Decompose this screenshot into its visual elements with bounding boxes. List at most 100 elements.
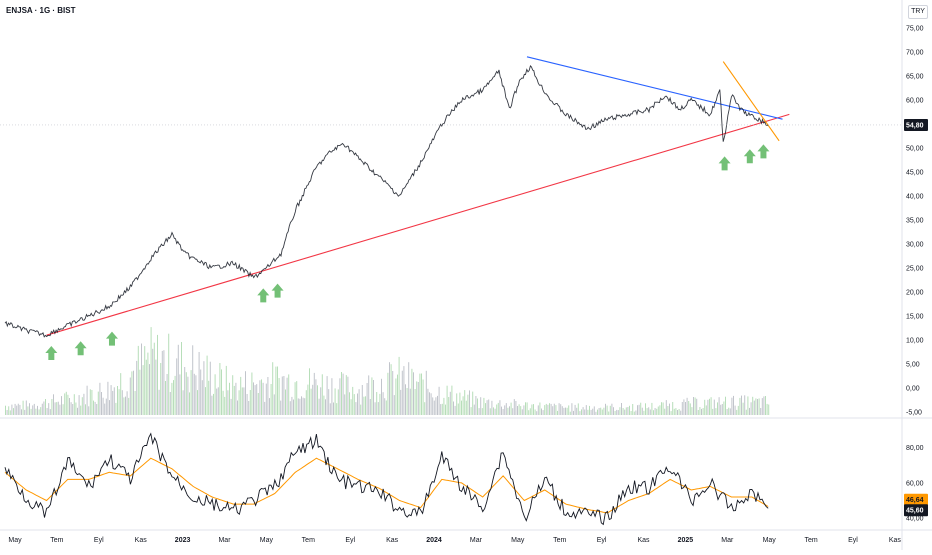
volume-bar [177, 344, 179, 415]
volume-bar [278, 378, 280, 415]
volume-bar [61, 396, 62, 415]
volume-bar [553, 403, 555, 415]
volume-bar [5, 405, 6, 415]
volume-bar [643, 410, 645, 415]
volume-bar [688, 401, 690, 415]
volume-bar [741, 395, 742, 415]
volume-bar [521, 409, 523, 415]
volume-bar [491, 400, 493, 415]
volume-bar [390, 364, 392, 415]
volume-bar [243, 387, 245, 415]
volume-bar [147, 352, 149, 415]
volume-bar [577, 403, 579, 415]
volume-bar [614, 411, 616, 415]
volume-bar [384, 398, 386, 415]
buy-arrow-icon [271, 283, 284, 298]
volume-bar [128, 397, 130, 415]
volume-bar [41, 403, 43, 415]
volume-bar [739, 397, 741, 415]
volume-bar [193, 373, 195, 415]
volume-bar [542, 410, 544, 415]
buy-arrow-icon [74, 341, 87, 356]
volume-bar [129, 377, 131, 415]
volume-bar [77, 407, 78, 415]
volume-bar [712, 408, 714, 415]
volume-bar [21, 409, 22, 415]
volume-bar [702, 408, 704, 415]
volume-bar [608, 411, 610, 415]
volume-bar [728, 407, 730, 415]
volume-bar [273, 394, 275, 415]
volume-bar [747, 396, 749, 415]
volume-bar [446, 385, 448, 415]
volume-bar [270, 384, 272, 415]
volume-bar [763, 396, 765, 415]
volume-bar [150, 327, 152, 415]
volume-bar [617, 410, 619, 415]
oscillator-axis-tick-label: 60,00 [906, 480, 924, 487]
volume-bar [240, 376, 242, 415]
volume-bar [211, 395, 213, 415]
volume-bar [661, 402, 662, 415]
volume-bar [187, 376, 189, 415]
volume-bar [499, 400, 501, 415]
volume-bar [257, 393, 259, 415]
volume-bar [325, 399, 326, 415]
currency-tag[interactable]: TRY [908, 5, 928, 19]
volume-bar [302, 397, 304, 415]
volume-bar [326, 376, 328, 415]
volume-bar [619, 407, 621, 415]
volume-bar [750, 402, 752, 415]
volume-bar [246, 394, 248, 415]
volume-bar [667, 406, 669, 415]
volume-bar [685, 402, 686, 415]
volume-bar [590, 409, 592, 415]
volume-bar [637, 405, 638, 415]
volume-bar [144, 346, 146, 415]
volume-bar [225, 365, 227, 415]
volume-bar [443, 397, 445, 415]
volume-bar [475, 396, 477, 415]
volume-bar [560, 404, 562, 415]
volume-bar [155, 359, 157, 415]
time-axis-tick-label: Kas [889, 537, 902, 544]
volume-bar [337, 389, 339, 415]
volume-bar [405, 384, 406, 415]
volume-bar [731, 397, 733, 415]
volume-bar [512, 408, 514, 415]
volume-bar [683, 399, 685, 415]
volume-bar [555, 405, 557, 415]
volume-bar [19, 404, 21, 415]
volume-bar [37, 405, 38, 415]
volume-bar [749, 407, 750, 415]
volume-bar [433, 400, 435, 415]
volume-bar [513, 399, 515, 415]
volume-bar [160, 363, 162, 415]
volume-bar [646, 408, 648, 415]
volume-bar [9, 410, 11, 415]
volume-bar [477, 398, 478, 415]
volume-bar [233, 385, 235, 415]
volume-bar [459, 392, 461, 415]
volume-bar [67, 394, 69, 415]
volume-bar [715, 408, 717, 415]
volume-bar [358, 389, 360, 415]
volume-bar [216, 388, 218, 415]
volume-bar [163, 350, 165, 415]
volume-bar [664, 408, 666, 415]
volume-bar [457, 403, 459, 415]
volume-bar [304, 398, 306, 415]
volume-bar [397, 374, 398, 415]
volume-bar [710, 397, 712, 415]
volume-bar [78, 395, 80, 415]
oscillator-signal-line [4, 457, 769, 514]
volume-bar [701, 408, 702, 415]
volume-bar [363, 396, 365, 415]
volume-bar [480, 397, 482, 415]
time-axis-tick-label: Eyl [345, 537, 355, 544]
volume-bar [349, 392, 350, 415]
volume-bar [422, 379, 424, 415]
volume-bar [528, 410, 530, 415]
